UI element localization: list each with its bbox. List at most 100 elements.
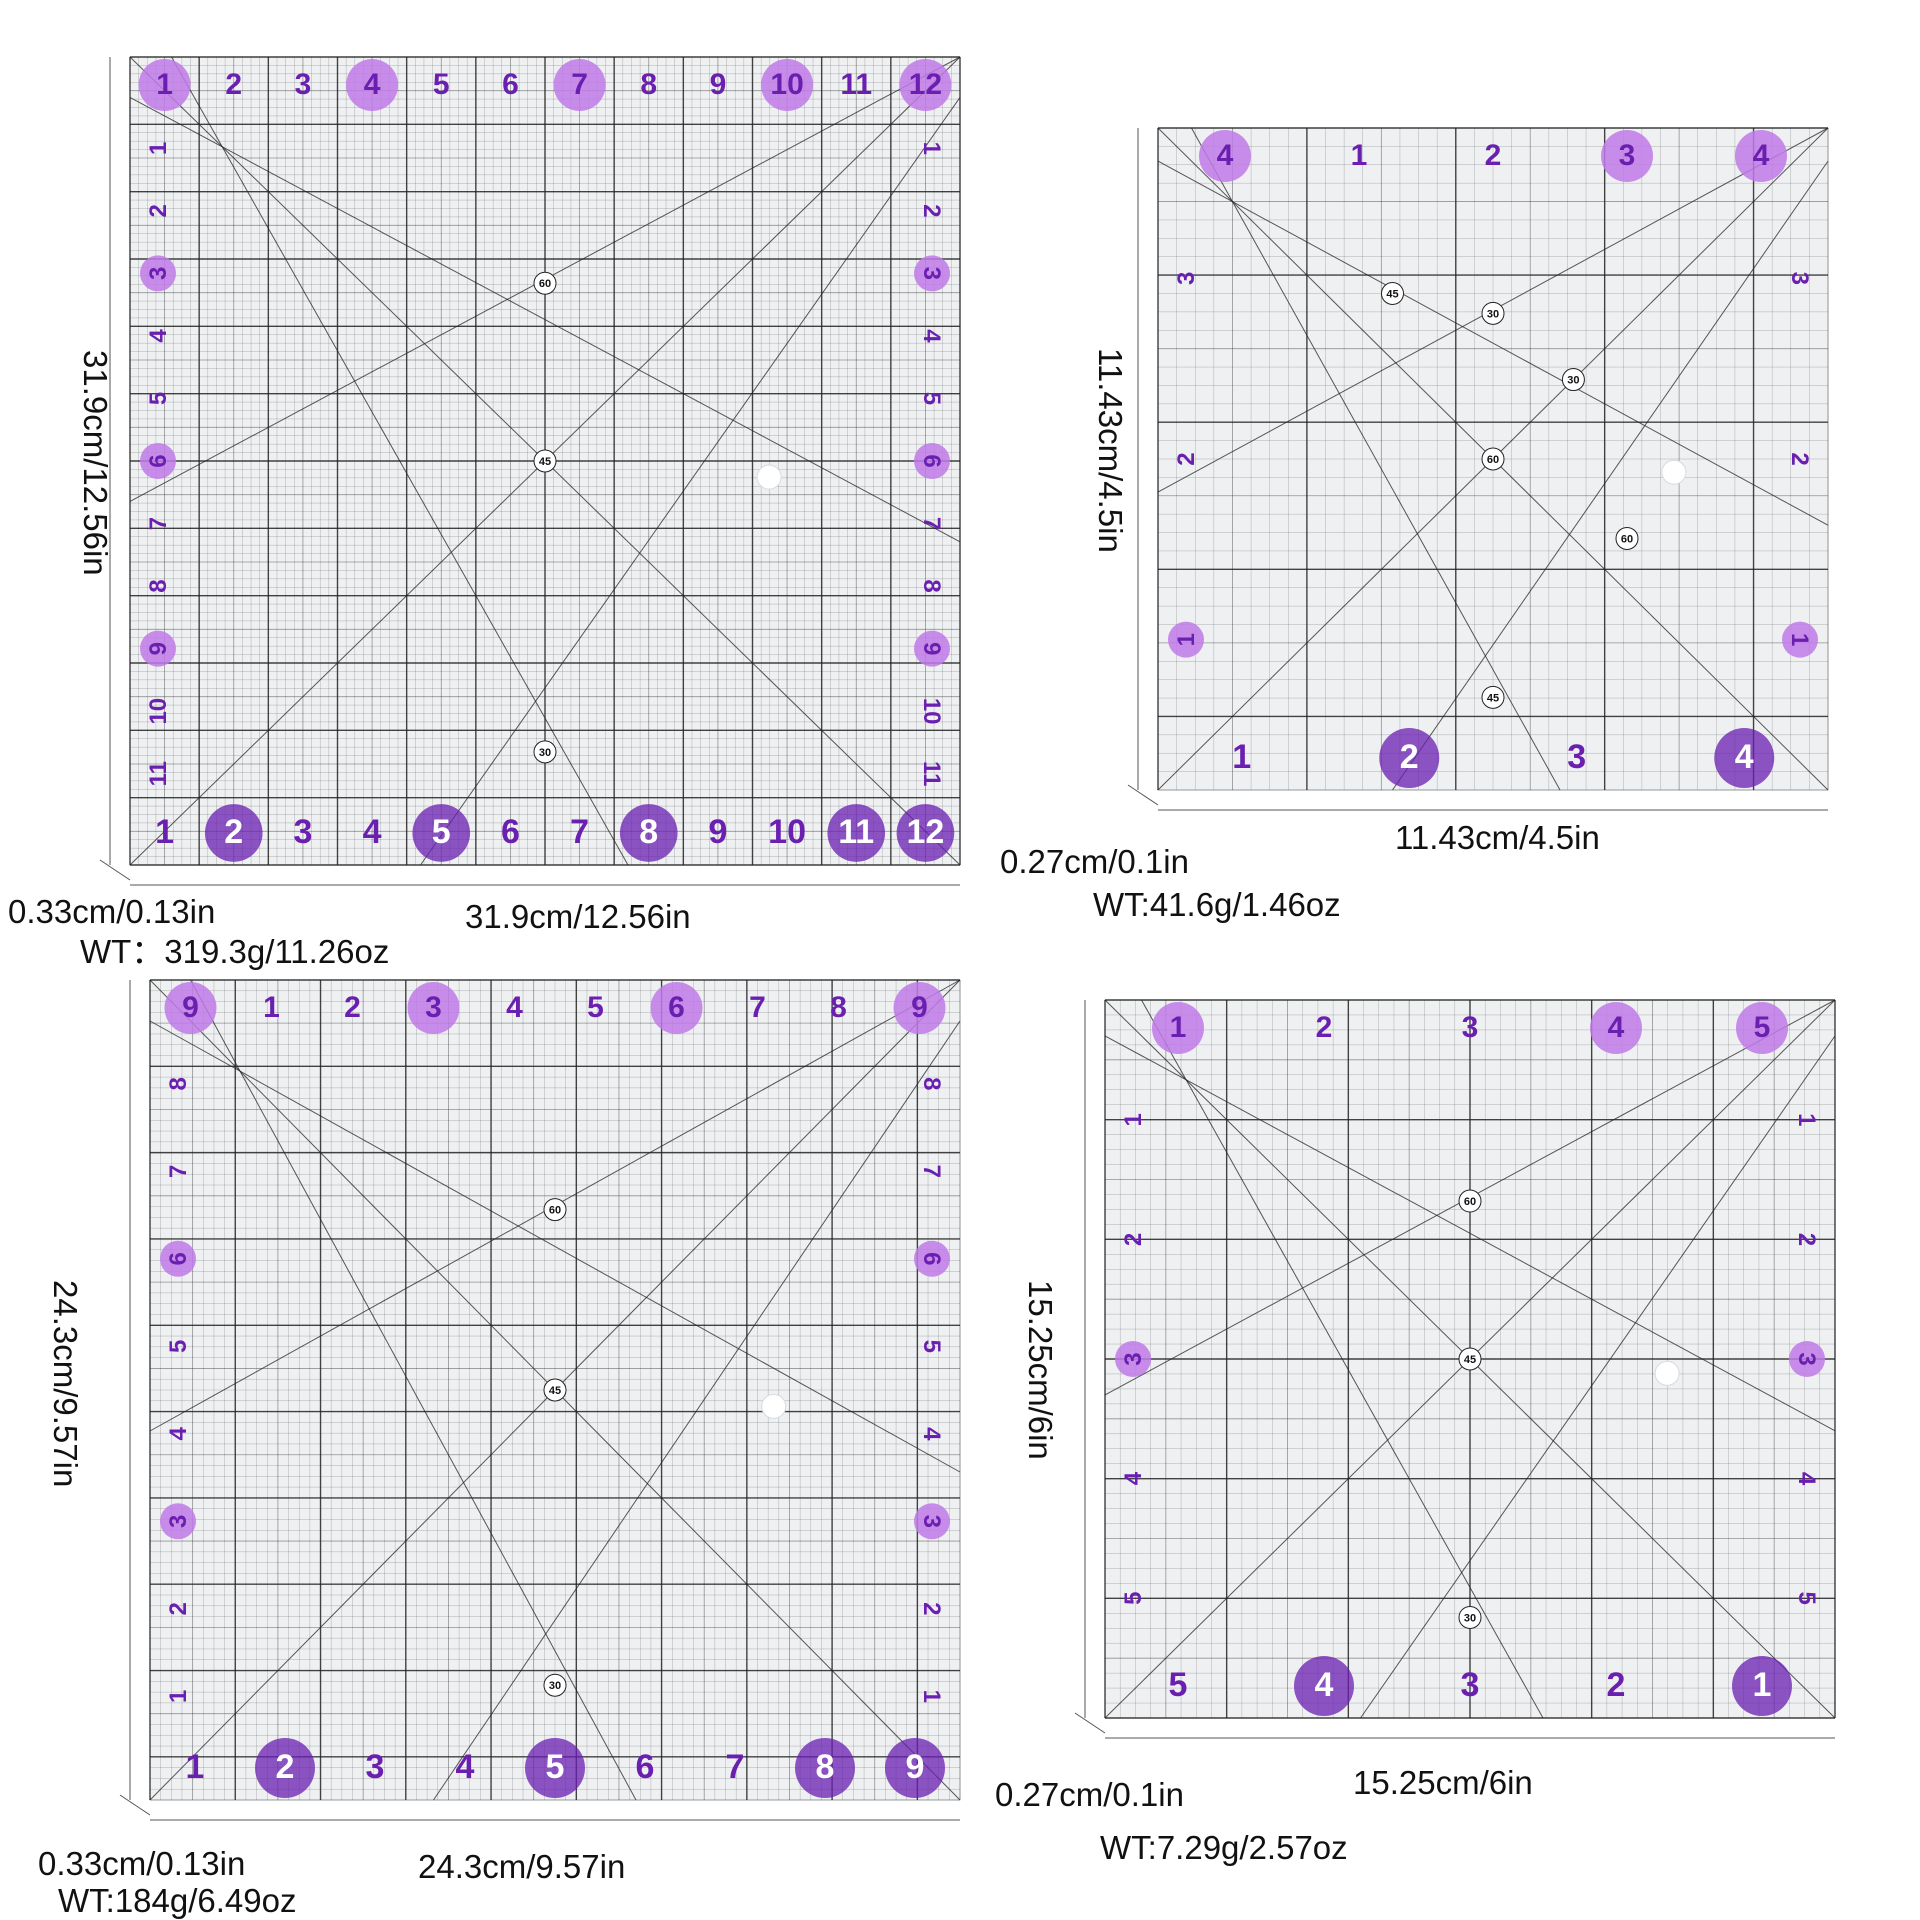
side-number: 1: [918, 142, 945, 155]
side-number: 8: [165, 1077, 192, 1090]
purple-dot: [1789, 1341, 1825, 1377]
side-number: 3: [1173, 272, 1200, 285]
angle-label: 60: [549, 1205, 561, 1217]
angle-label: 30: [1487, 308, 1499, 320]
angle-marker-30: [1561, 368, 1585, 392]
bottom-number: 4: [363, 813, 382, 851]
top-number: 7: [571, 68, 588, 101]
angle-line: [1141, 999, 1544, 1719]
purple-dot: [914, 443, 950, 479]
side-number: 8: [145, 579, 172, 592]
angle-marker-60: [1458, 1189, 1482, 1213]
angle-marker-45: [1458, 1347, 1482, 1371]
hanging-hole: [756, 464, 782, 490]
purple-dot: [914, 1240, 950, 1277]
angle-label: 45: [1487, 692, 1499, 704]
thickness-dimension-line: [1074, 1712, 1106, 1734]
ruler-9-5-height-label: 24.3cm/9.57in: [47, 1280, 84, 1488]
purple-dot: [140, 255, 176, 292]
bottom-number: 1: [1753, 1666, 1772, 1704]
top-number: 8: [640, 68, 657, 101]
side-number: 5: [918, 392, 945, 405]
side-number: 7: [165, 1165, 192, 1178]
angle-label: 45: [549, 1385, 561, 1397]
top-number: 1: [263, 991, 280, 1024]
bottom-number: 1: [155, 813, 174, 851]
side-number: 9: [145, 642, 172, 655]
angle-line: [171, 56, 629, 866]
side-number: 6: [145, 454, 172, 467]
purple-dot: [899, 59, 952, 111]
bottom-number: 4: [456, 1748, 475, 1786]
purple-dot: [885, 1738, 945, 1798]
top-number: 7: [749, 991, 766, 1024]
purple-dot: [553, 59, 606, 111]
thickness-dimension-line: [119, 1794, 151, 1816]
bottom-number: 7: [726, 1748, 745, 1786]
bottom-number: 3: [366, 1748, 385, 1786]
purple-dot: [525, 1738, 585, 1798]
purple-dot: [1782, 621, 1818, 658]
angle-marker-60: [1481, 447, 1505, 471]
purple-dot: [346, 59, 399, 111]
purple-dot: [914, 255, 950, 292]
top-number: 3: [1462, 1011, 1479, 1044]
top-number: 3: [295, 68, 312, 101]
purple-dot: [1732, 1656, 1792, 1716]
side-number: 5: [1120, 1592, 1147, 1605]
top-number: 9: [710, 68, 727, 101]
side-number: 2: [1173, 452, 1200, 465]
ruler-6-thickness-label: 0.27cm/0.1in: [995, 1776, 1184, 1813]
bottom-number: 9: [906, 1748, 925, 1786]
purple-dot: [1379, 728, 1440, 788]
angle-line: [129, 96, 961, 543]
purple-dot: [140, 443, 176, 479]
purple-dot: [914, 1503, 950, 1540]
ruler-4-5-weight-label: WT:41.6g/1.46oz: [1093, 886, 1341, 923]
ruler-6-height-label: 15.25cm/6in: [1022, 1280, 1059, 1460]
bottom-number: 1: [186, 1748, 205, 1786]
ruler-9-5-weight-label: WT:184g/6.49oz: [58, 1882, 297, 1919]
top-number: 10: [770, 68, 803, 101]
bottom-number: 7: [570, 813, 589, 851]
angle-label: 45: [1386, 289, 1398, 301]
ruler-4-5-thickness-label: 0.27cm/0.1in: [1000, 843, 1189, 880]
angle-label: 60: [1464, 1196, 1476, 1208]
angle-marker-45: [1381, 282, 1404, 305]
purple-dot: [160, 1503, 196, 1540]
side-number: 3: [918, 1515, 945, 1528]
top-number: 1: [156, 68, 173, 101]
ruler-4-5-width-label: 11.43cm/4.5in: [1395, 819, 1600, 856]
top-number: 8: [830, 991, 847, 1024]
side-number: 2: [1793, 1233, 1820, 1246]
top-number: 12: [909, 68, 942, 101]
purple-dot: [160, 1240, 196, 1277]
bottom-number: 3: [1567, 738, 1586, 776]
purple-dot: [1735, 130, 1787, 182]
side-number: 2: [1120, 1233, 1147, 1246]
purple-dot: [761, 59, 814, 111]
bottom-number: 8: [639, 813, 658, 851]
side-number: 8: [918, 1077, 945, 1090]
angle-marker-30: [543, 1673, 567, 1697]
bottom-number: 8: [816, 1748, 835, 1786]
hanging-hole: [761, 1393, 787, 1419]
bottom-number: 10: [768, 813, 806, 851]
purple-dot: [138, 59, 191, 111]
purple-dot: [1199, 130, 1251, 182]
side-number: 2: [1786, 452, 1813, 465]
angle-marker-45: [1481, 685, 1505, 709]
side-number: 10: [145, 698, 172, 725]
purple-dot: [619, 804, 678, 862]
ruler-12-width-label: 31.9cm/12.56in: [465, 898, 691, 935]
angle-label: 45: [1464, 1354, 1476, 1366]
purple-dot: [140, 630, 176, 667]
angle-marker-60: [533, 271, 557, 295]
purple-dot: [1294, 1656, 1354, 1716]
angle-label: 60: [1487, 454, 1499, 466]
side-number: 4: [165, 1426, 192, 1440]
top-number: 9: [182, 991, 199, 1024]
bottom-number: 2: [276, 1748, 295, 1786]
